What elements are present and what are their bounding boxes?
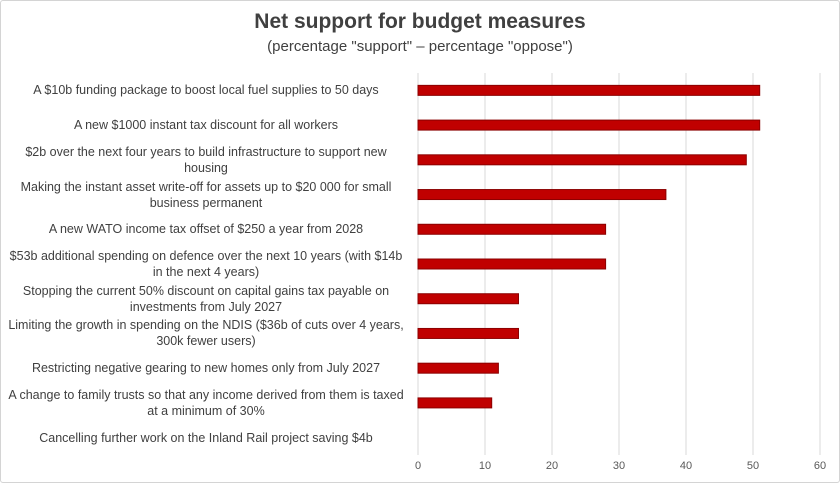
category-label: A new $1000 instant tax discount for all… [73, 118, 339, 133]
x-tick-label: 30 [612, 460, 626, 472]
category-label: Making the instant asset write-off for a… [20, 179, 392, 210]
category-label: A change to family trusts so that any in… [8, 387, 404, 418]
chart-subtitle: (percentage "support" – percentage "oppo… [267, 38, 573, 55]
category-label: $2b over the next four years to build in… [25, 144, 387, 175]
bar [417, 397, 493, 409]
bar [417, 223, 607, 235]
x-tick-label: 20 [545, 460, 559, 472]
x-tick-label: 40 [679, 460, 693, 472]
category-label: A $10b funding package to boost local fu… [33, 83, 379, 98]
category-label: A new WATO income tax offset of $250 a y… [48, 222, 364, 237]
chart-title: Net support for budget measures [254, 10, 586, 33]
category-label: Limiting the growth in spending on the N… [8, 318, 404, 349]
x-tick-label: 0 [414, 460, 422, 472]
bar [417, 362, 499, 374]
x-tick-label: 50 [746, 460, 760, 472]
bar [417, 84, 761, 96]
bar [417, 258, 607, 270]
bar [417, 154, 747, 166]
bar [417, 293, 519, 305]
x-tick-label: 10 [478, 460, 492, 472]
category-label: Cancelling further work on the Inland Ra… [39, 430, 373, 445]
x-tick-label: 60 [813, 460, 827, 472]
bar [417, 189, 667, 201]
bar [417, 119, 761, 131]
category-label: Stopping the current 50% discount on cap… [22, 283, 390, 314]
category-label: $53b additional spending on defence over… [9, 249, 403, 279]
category-label: Restricting negative gearing to new home… [31, 361, 381, 376]
bar [417, 327, 519, 339]
